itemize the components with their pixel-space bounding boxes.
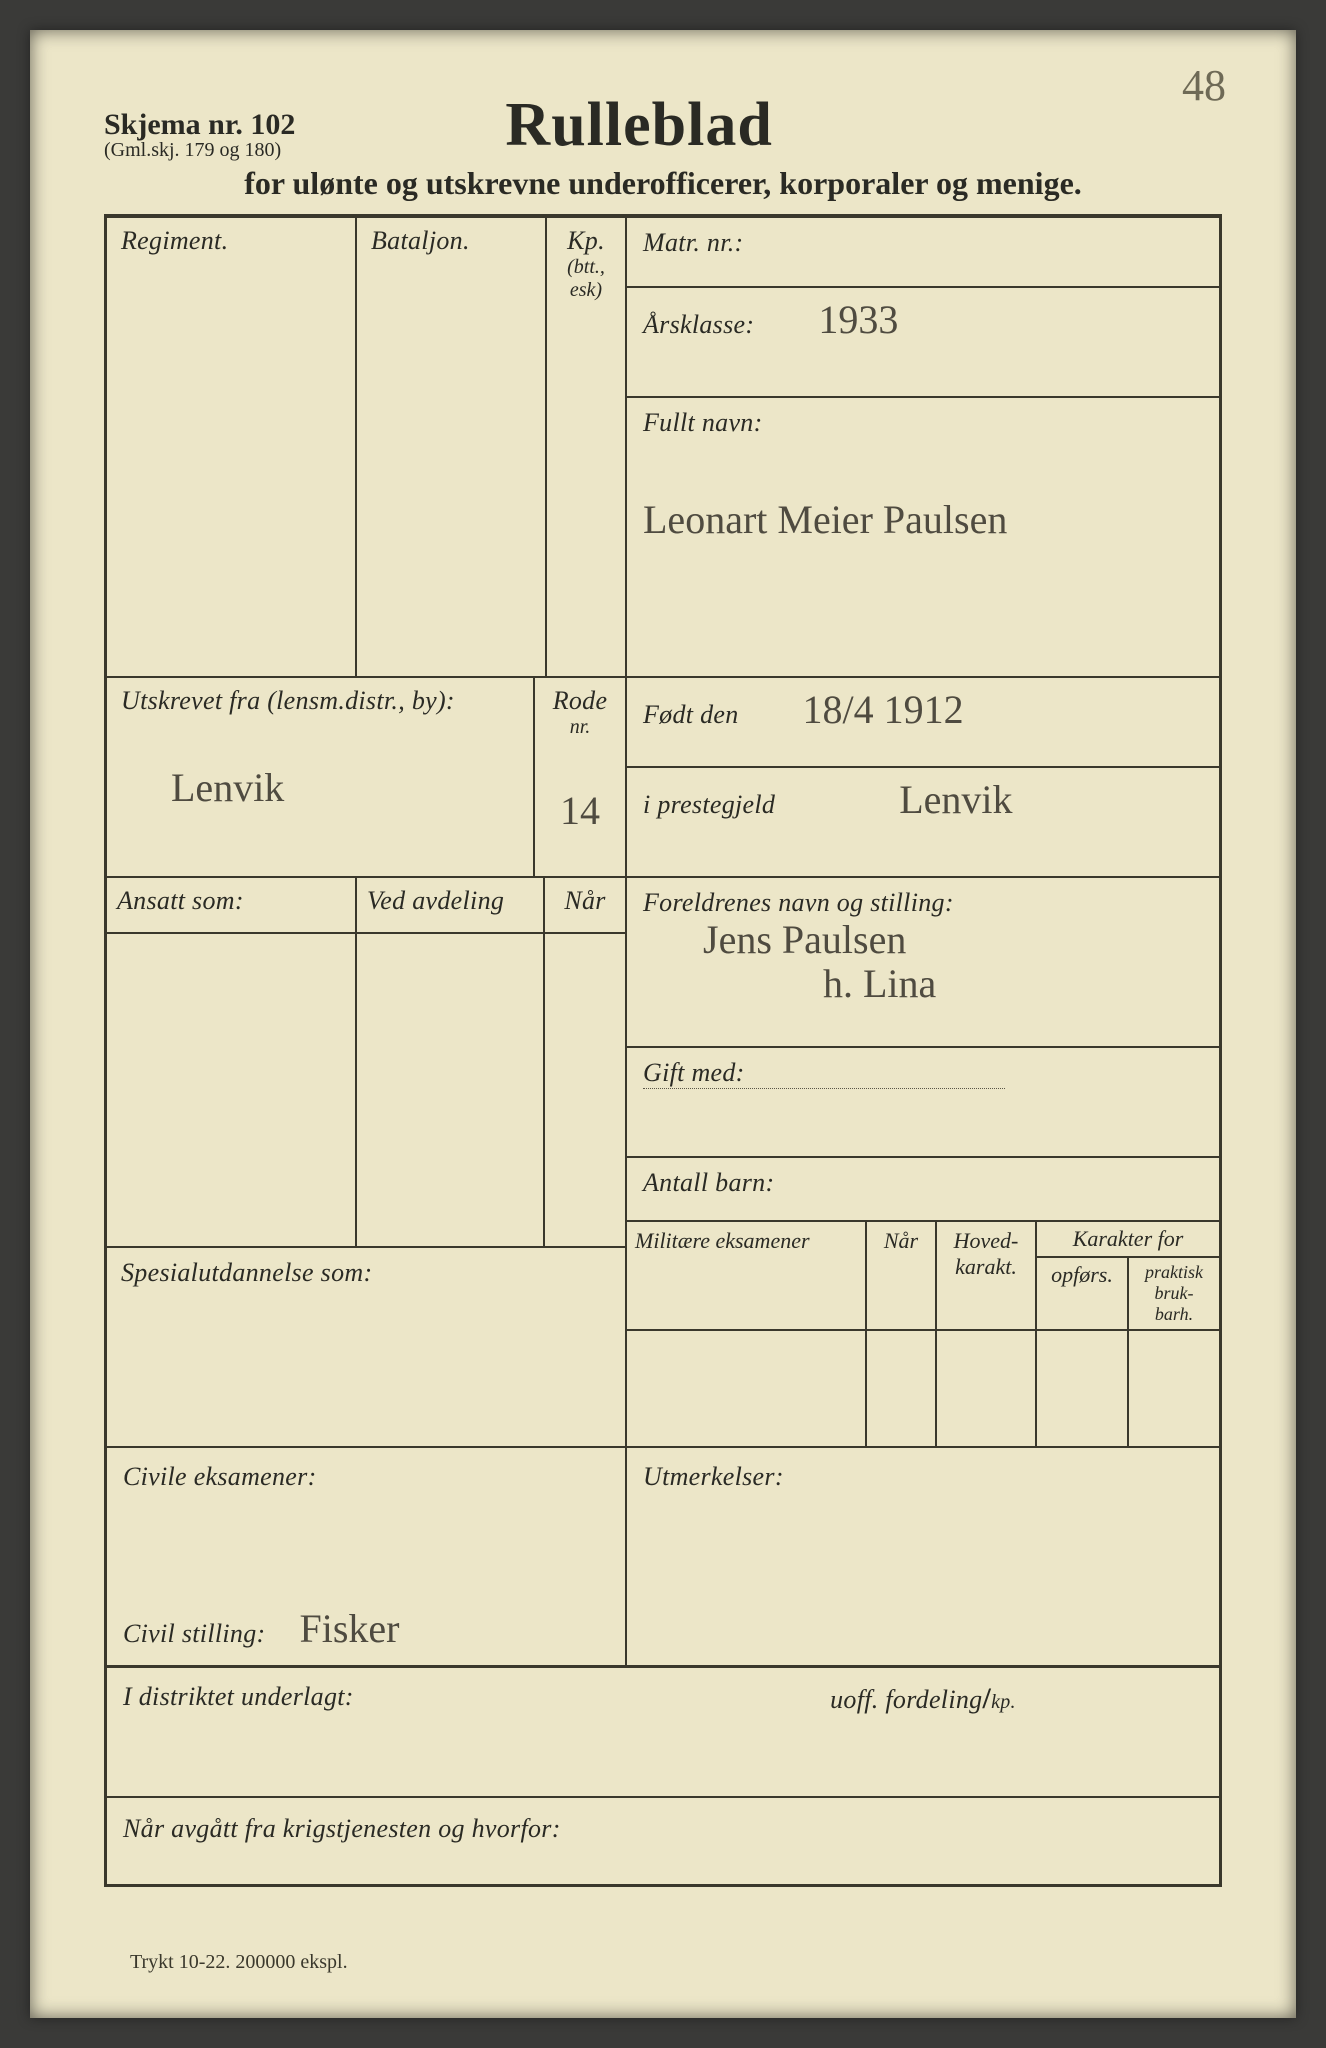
meks-body xyxy=(627,1331,1219,1446)
label-kp-sub: (btt., esk) xyxy=(561,256,611,302)
document-subtitle: for ulønte og utskrevne underofficerer, … xyxy=(104,165,1222,202)
row-distrikt: I distriktet underlagt: uoff. fordeling/… xyxy=(107,1668,1219,1798)
rowB-right: Født den 18/4 1912 i prestegjeld Lenvik xyxy=(627,678,1219,876)
label-vedavd: Ved avdeling xyxy=(367,886,504,915)
label-avgaatt: Når avgått fra krigstjenesten og hvorfor… xyxy=(123,1814,561,1843)
label-uoff-kp: kp. xyxy=(991,1691,1016,1713)
cell-antall: Antall barn: xyxy=(627,1158,1219,1222)
value-foreldre-1: Jens Paulsen xyxy=(703,918,1203,962)
label-prestegjeld: i prestegjeld xyxy=(643,790,775,819)
rowA-right: Matr. nr.: Årsklasse: 1933 Fullt navn: L… xyxy=(627,218,1219,676)
document-title: Rulleblad xyxy=(505,90,772,161)
label-gift: Gift med: xyxy=(643,1058,1005,1089)
cell-aarsklasse: Årsklasse: 1933 xyxy=(627,288,1219,398)
meks-body-5 xyxy=(1129,1331,1219,1446)
row-avgaatt: Når avgått fra krigstjenesten og hvorfor… xyxy=(107,1798,1219,1884)
cell-ansatt-body xyxy=(107,934,357,1246)
label-ansatt: Ansatt som: xyxy=(117,886,244,915)
meks-body-2 xyxy=(867,1331,937,1446)
row-utskrevet-fodt: Utskrevet fra (lensm.distr., by): Lenvik… xyxy=(107,678,1219,878)
document-paper: 48 Skjema nr. 102 (Gml.skj. 179 og 180) … xyxy=(30,30,1296,2018)
label-regiment: Regiment. xyxy=(121,226,228,255)
cell-foreldre: Foreldrenes navn og stilling: Jens Pauls… xyxy=(627,878,1219,1048)
label-aarsklasse: Årsklasse: xyxy=(643,310,754,339)
value-civilstilling: Fisker xyxy=(299,1606,399,1651)
value-foreldre-2: h. Lina xyxy=(823,962,1203,1006)
page-number-handwritten: 48 xyxy=(1182,60,1226,111)
label-rode: Rode xyxy=(549,686,611,716)
value-aarsklasse: 1933 xyxy=(818,298,898,342)
cell-bataljon: Bataljon. xyxy=(357,218,547,676)
cell-civilstilling: Civil stilling: Fisker xyxy=(123,1607,609,1651)
rowB-left: Utskrevet fra (lensm.distr., by): Lenvik… xyxy=(107,678,627,876)
cell-fulltnavn: Fullt navn: Leonart Meier Paulsen xyxy=(627,398,1219,676)
cell-regiment: Regiment. xyxy=(107,218,357,676)
label-rode-sub: nr. xyxy=(549,716,611,739)
label-matr: Matr. nr.: xyxy=(643,228,744,257)
cell-fodt: Født den 18/4 1912 xyxy=(627,678,1219,768)
cell-utmerkelser: Utmerkelser: xyxy=(627,1448,1219,1665)
label-foreldre: Foreldrenes navn og stilling: xyxy=(643,888,954,917)
cell-civile: Civile eksamener: xyxy=(123,1462,609,1492)
label-meks: Militære eksamener xyxy=(627,1222,867,1329)
cell-uoff: uoff. fordeling/kp. xyxy=(643,1682,1203,1782)
meks-header: Militære eksamener Når Hoved- karakt. Ka… xyxy=(627,1222,1219,1331)
meks-body-3 xyxy=(937,1331,1037,1446)
label-civilstilling: Civil stilling: xyxy=(123,1619,265,1648)
value-utskrevet: Lenvik xyxy=(171,766,519,810)
cell-prestegjeld: i prestegjeld Lenvik xyxy=(627,768,1219,876)
label-antall: Antall barn: xyxy=(643,1168,774,1197)
cell-gift: Gift med: xyxy=(627,1048,1219,1158)
label-naar: Når xyxy=(564,886,605,915)
row-regiment-navn: Regiment. Bataljon. Kp. (btt., esk) Matr… xyxy=(107,218,1219,678)
row-ansatt-foreldre: Ansatt som: Ved avdeling Når Spesialutda… xyxy=(107,878,1219,1448)
value-fulltnavn: Leonart Meier Paulsen xyxy=(643,498,1203,542)
rowC-left-body xyxy=(107,934,625,1246)
value-fodt: 18/4 1912 xyxy=(803,688,964,732)
skjema-label: Skjema nr. 102 (Gml.skj. 179 og 180) xyxy=(104,109,295,162)
cell-kp: Kp. (btt., esk) xyxy=(547,218,625,676)
label-bataljon: Bataljon. xyxy=(371,226,470,255)
rowA-left: Regiment. Bataljon. Kp. (btt., esk) xyxy=(107,218,627,676)
label-meks-hoved: Hoved- karakt. xyxy=(937,1222,1037,1329)
rowC-right: Foreldrenes navn og stilling: Jens Pauls… xyxy=(627,878,1219,1446)
label-meks-opfors: opførs. xyxy=(1037,1258,1129,1329)
meks-body-4 xyxy=(1037,1331,1129,1446)
rowC-left-header: Ansatt som: Ved avdeling Når xyxy=(107,878,625,934)
label-fodt: Født den xyxy=(643,700,739,729)
cell-militaere-eksamener: Militære eksamener Når Hoved- karakt. Ka… xyxy=(627,1222,1219,1446)
row-civile-utmerkelser: Civile eksamener: Civil stilling: Fisker… xyxy=(107,1448,1219,1668)
cell-naar-body xyxy=(545,934,625,1246)
label-meks-kar-for: Karakter for xyxy=(1037,1222,1219,1258)
rowC-left: Ansatt som: Ved avdeling Når Spesialutda… xyxy=(107,878,627,1446)
label-meks-prakt: praktisk bruk- barh. xyxy=(1129,1258,1219,1329)
meks-karakter-for: Karakter for opførs. praktisk bruk- barh… xyxy=(1037,1222,1219,1329)
rowD-left: Civile eksamener: Civil stilling: Fisker xyxy=(107,1448,627,1665)
value-rode: 14 xyxy=(549,789,611,833)
label-distrikt: I distriktet underlagt: xyxy=(123,1682,354,1711)
skjema-sub: (Gml.skj. 179 og 180) xyxy=(104,140,295,161)
label-fulltnavn: Fullt navn: xyxy=(643,408,763,437)
skjema-nr: Skjema nr. 102 xyxy=(104,108,295,141)
label-utmerkelser: Utmerkelser: xyxy=(643,1462,784,1491)
meks-body-1 xyxy=(627,1331,867,1446)
cell-utskrevet: Utskrevet fra (lensm.distr., by): Lenvik xyxy=(107,678,535,876)
cell-vedavd-body xyxy=(357,934,545,1246)
label-meks-naar: Når xyxy=(867,1222,937,1329)
cell-matr: Matr. nr.: xyxy=(627,218,1219,288)
label-kp: Kp. xyxy=(567,226,605,255)
label-utskrevet: Utskrevet fra (lensm.distr., by): xyxy=(121,686,455,715)
uoff-slash: / xyxy=(982,1682,991,1715)
form-table: Regiment. Bataljon. Kp. (btt., esk) Matr… xyxy=(104,214,1222,1887)
label-civile: Civile eksamener: xyxy=(123,1462,317,1491)
print-footer: Trykt 10-22. 200000 ekspl. xyxy=(130,1951,348,1974)
value-prestegjeld: Lenvik xyxy=(899,778,1012,822)
label-spesial: Spesialutdannelse som: xyxy=(121,1258,372,1287)
cell-rode: Rode nr. 14 xyxy=(535,678,625,876)
cell-spesial: Spesialutdannelse som: xyxy=(107,1246,625,1446)
header-row: Skjema nr. 102 (Gml.skj. 179 og 180) Rul… xyxy=(104,90,1222,161)
label-uoff: uoff. fordeling xyxy=(830,1685,982,1714)
cell-distrikt: I distriktet underlagt: xyxy=(123,1682,643,1782)
